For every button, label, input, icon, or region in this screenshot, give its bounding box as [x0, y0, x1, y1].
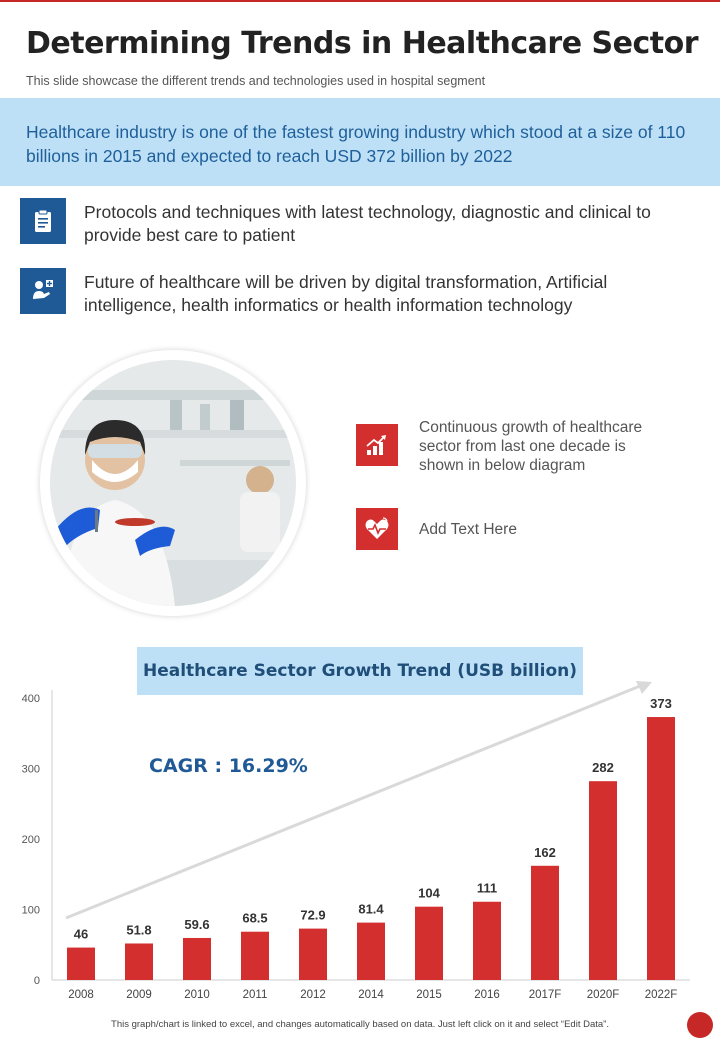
x-tick-label: 2010: [184, 989, 210, 1001]
bar-value-label: 104: [418, 886, 440, 901]
x-tick-label: 2016: [474, 989, 500, 1001]
bar: [473, 901, 501, 980]
x-tick-label: 2014: [358, 989, 384, 1001]
bar: [299, 928, 327, 980]
cagr-label: CAGR : 16.29%: [149, 755, 308, 777]
bar: [531, 865, 559, 980]
chart-title: Healthcare Sector Growth Trend (USB bill…: [142, 661, 578, 681]
bar-value-label: 72.9: [300, 908, 325, 923]
trend-arrow-head: [636, 681, 652, 694]
y-tick-label: 400: [22, 693, 40, 705]
bar-value-label: 162: [534, 845, 556, 860]
x-tick-label: 2008: [68, 989, 94, 1001]
x-tick-label: 2011: [243, 989, 268, 1001]
bar-value-label: 373: [650, 696, 672, 711]
bar: [647, 717, 675, 980]
footer-note: This graph/chart is linked to excel, and…: [111, 1019, 609, 1030]
y-tick-label: 100: [22, 905, 40, 917]
bullet-text-future: Future of healthcare will be driven by d…: [84, 272, 608, 315]
bar-value-label: 282: [592, 760, 614, 775]
x-tick-label: 2015: [416, 989, 442, 1001]
bar: [241, 931, 269, 980]
bar-value-label: 81.4: [358, 902, 384, 917]
bar-value-label: 111: [477, 881, 497, 896]
bar: [415, 906, 443, 980]
growth-bar-chart: 0 100 200 300 400 46 2008 51.8 2009 59.6 2010 68.5 2…: [22, 681, 690, 1001]
bar: [357, 922, 385, 980]
y-tick-label: 200: [22, 834, 40, 846]
page-subtitle: This slide showcase the different trends…: [26, 74, 486, 88]
bar: [183, 937, 211, 980]
bar: [67, 947, 95, 980]
x-tick-label: 2012: [300, 989, 326, 1001]
x-tick-label: 2017F: [529, 989, 562, 1001]
heart-pulse-icon: [356, 508, 398, 550]
side-text-growth: Continuous growth of healthcare sector f…: [419, 419, 643, 474]
x-tick-label: 2020F: [587, 989, 620, 1001]
bar: [589, 781, 617, 980]
clipboard-icon: [20, 198, 66, 244]
trend-arrow-line: [65, 684, 641, 920]
x-tick-label: 2022F: [645, 989, 678, 1001]
bar-value-label: 59.6: [184, 917, 209, 932]
bar-value-label: 46: [74, 927, 88, 942]
bar-value-label: 51.8: [126, 922, 151, 937]
bar: [125, 943, 153, 980]
x-tick-label: 2009: [126, 989, 152, 1001]
bar-value-label: 68.5: [242, 911, 267, 926]
highlight-band: [0, 98, 720, 186]
y-tick-label: 300: [22, 764, 40, 776]
lab-scientist-photo: [50, 360, 296, 606]
y-tick-label: 0: [34, 975, 40, 987]
bullet-text-protocols: Protocols and techniques with latest tec…: [84, 202, 651, 245]
growth-chart-icon: [356, 424, 398, 466]
top-rule: [0, 0, 720, 2]
chart-title-box: Healthcare Sector Growth Trend (USB bill…: [137, 647, 583, 695]
side-text-add: Add Text Here: [419, 521, 517, 538]
footer-dot: [687, 1012, 713, 1038]
page-title: Determining Trends in Healthcare Sector: [26, 26, 699, 61]
highlight-text: Healthcare industry is one of the fastes…: [26, 122, 686, 166]
digital-health-icon: [20, 268, 66, 314]
